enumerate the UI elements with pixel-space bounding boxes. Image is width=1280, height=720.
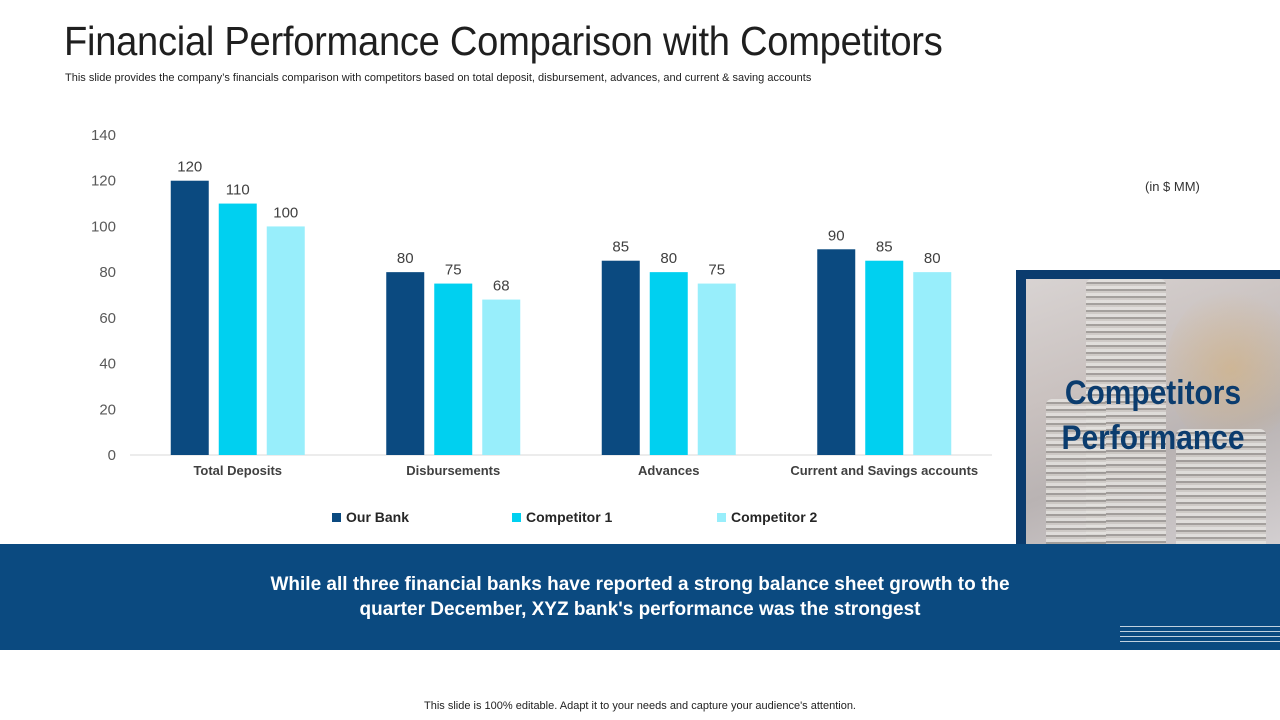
bar — [913, 272, 952, 455]
y-tick-label: 100 — [91, 218, 116, 235]
summary-banner: While all three financial banks have rep… — [0, 544, 1280, 650]
legend-swatch-our-bank — [332, 512, 341, 522]
data-label: 75 — [445, 262, 462, 279]
bar-chart: 0 20 40 60 80 100 120 140 120 110 100 Total Deposit… — [91, 127, 992, 478]
x-category-label: Total Deposits — [193, 463, 282, 478]
bar — [266, 226, 305, 455]
decorative-line — [1120, 626, 1280, 627]
data-label: 100 — [273, 204, 298, 221]
page-subtitle: This slide provides the company’s financ… — [65, 72, 812, 84]
bar — [865, 260, 904, 455]
chart-legend: Our Bank Competitor 1 Competitor 2 — [0, 509, 1000, 529]
page-title: Financial Performance Comparison with Co… — [64, 18, 943, 64]
y-tick-label: 140 — [91, 127, 116, 144]
panel-heading-line1: Competitors — [1064, 374, 1242, 412]
bar — [817, 249, 856, 455]
decorative-lines — [1120, 626, 1280, 648]
decorative-line — [1120, 641, 1280, 642]
bar — [434, 283, 473, 455]
data-label: 68 — [493, 278, 510, 295]
bar — [649, 272, 688, 455]
data-label: 80 — [397, 250, 414, 267]
coin-stack — [1176, 429, 1266, 560]
banner-text: While all three financial banks have rep… — [190, 572, 1090, 622]
banner-text-line1: While all three financial banks have rep… — [270, 574, 1010, 595]
y-tick-label: 60 — [99, 310, 116, 327]
data-label: 80 — [924, 250, 941, 267]
decorative-line — [1120, 631, 1280, 632]
legend-label-competitor-2: Competitor 2 — [731, 509, 818, 525]
decorative-line — [1120, 636, 1280, 637]
footer-note: This slide is 100% editable. Adapt it to… — [424, 700, 856, 712]
photo-glow — [1166, 289, 1280, 449]
x-category-label: Current and Savings accounts — [790, 463, 978, 478]
y-tick-label: 80 — [99, 264, 116, 281]
x-category-label: Disbursements — [406, 463, 500, 478]
x-category-label: Advances — [638, 463, 699, 478]
bar — [386, 272, 425, 455]
data-label: 120 — [177, 159, 202, 176]
data-label: 80 — [660, 250, 677, 267]
legend-label-competitor-1: Competitor 1 — [526, 509, 613, 525]
legend-swatch-competitor-1 — [512, 512, 521, 522]
bar — [482, 299, 521, 455]
legend-swatch-competitor-2 — [717, 512, 726, 522]
bar — [218, 203, 257, 455]
y-tick-label: 40 — [99, 356, 116, 373]
bar — [170, 180, 209, 455]
bar — [601, 260, 640, 455]
data-label: 75 — [708, 262, 725, 279]
coins-photo: Competitors Performance — [1026, 279, 1280, 560]
panel-heading-line2: Performance — [1061, 419, 1245, 457]
data-label: 110 — [226, 182, 250, 199]
data-label: 90 — [828, 227, 845, 244]
competitors-panel: Competitors Performance — [1016, 270, 1280, 560]
coin-stack — [1046, 399, 1106, 560]
legend-label-our-bank: Our Bank — [346, 509, 410, 525]
legend-item-competitor-2: Competitor 2 — [717, 509, 817, 525]
data-label: 85 — [612, 239, 629, 256]
units-label: (in $ MM) — [1145, 179, 1200, 194]
y-tick-label: 20 — [99, 401, 116, 418]
legend-item-competitor-1: Competitor 1 — [512, 509, 612, 525]
bar — [697, 283, 736, 455]
panel-heading: Competitors Performance — [1041, 371, 1265, 461]
y-tick-label: 0 — [108, 447, 116, 464]
banner-text-line2: quarter December, XYZ bank's performance… — [359, 599, 921, 620]
y-tick-label: 120 — [91, 173, 116, 190]
data-label: 85 — [876, 239, 893, 256]
legend-item-our-bank: Our Bank — [332, 509, 409, 525]
